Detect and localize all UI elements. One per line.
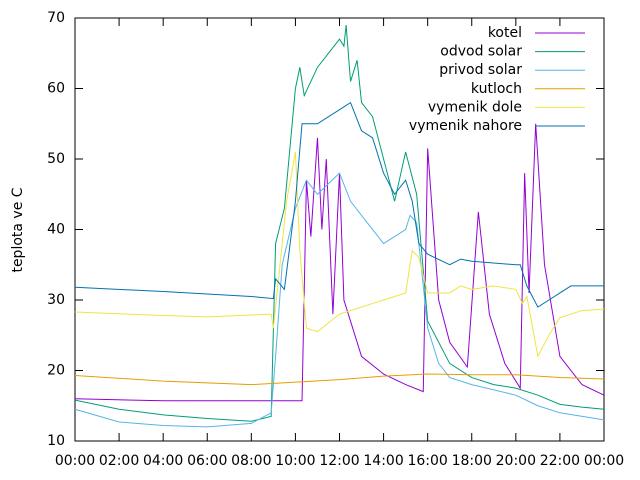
x-tick-label: 08:00 [231,453,271,469]
plot-frame [74,17,605,442]
x-tick-label: 18:00 [452,453,492,469]
x-tick-label: 22:00 [540,453,580,469]
y-axis-label: teplota ve C [10,187,26,272]
series-line [74,24,605,422]
y-tick-label: 40 [47,222,65,238]
x-tick-label: 16:00 [407,453,447,469]
x-tick-label: 12:00 [319,453,359,469]
series-line [74,373,605,386]
x-tick-label: 10:00 [275,453,315,469]
y-tick-label: 70 [47,10,65,26]
series-line [74,172,605,428]
y-tick-label: 50 [47,151,65,167]
x-tick-label: 00:00 [584,453,624,469]
y-tick-label: 60 [47,81,65,97]
legend-label: vymenik dole [428,99,522,115]
x-tick-label: 02:00 [99,453,139,469]
series-line [74,151,605,358]
x-tick-label: 00:00 [55,453,95,469]
legend-label: kotel [488,25,522,41]
x-tick-label: 20:00 [496,453,536,469]
series-line [74,123,605,402]
x-tick-label: 06:00 [187,453,227,469]
y-tick-label: 30 [47,292,65,308]
x-tick-label: 14:00 [363,453,403,469]
series-line [74,101,604,308]
legend-label: vymenik nahore [409,118,522,134]
legend-label: kutloch [471,81,522,97]
y-tick-label: 10 [47,433,65,449]
legend-label: privod solar [439,62,522,78]
x-tick-label: 04:00 [143,453,183,469]
legend-label: odvod solar [440,44,522,60]
y-tick-label: 20 [47,363,65,379]
